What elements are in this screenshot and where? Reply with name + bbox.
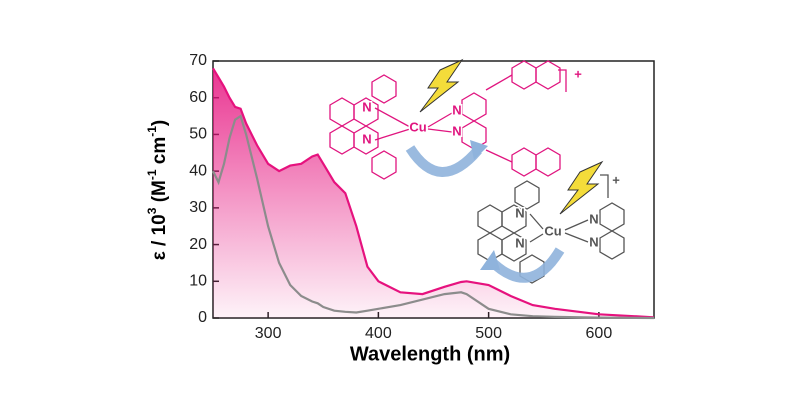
y-tick-label: 20 (189, 236, 207, 253)
x-tick-label: 400 (365, 325, 392, 342)
x-tick-label: 600 (586, 325, 613, 342)
y-axis-title-part: -1 (145, 126, 159, 137)
y-axis-title-part: ) (149, 120, 170, 126)
structure-label: N (362, 99, 371, 114)
structure-label: N (515, 205, 524, 220)
y-axis-title-part: 3 (145, 207, 159, 214)
y-tick-label: 0 (198, 309, 207, 326)
y-axis-title-part: ε / 10 (149, 214, 170, 260)
y-axis-title-part: cm (149, 137, 170, 170)
structure-label: N (362, 131, 371, 146)
structure-label: N (452, 123, 461, 138)
x-tick-label: 300 (255, 325, 282, 342)
y-axis-title-part: -1 (145, 169, 159, 180)
structure-top (329, 58, 567, 180)
line (212, 67, 655, 319)
y-tick-label: 10 (189, 273, 207, 290)
structure-bottom (477, 160, 625, 284)
y-tick-label: 40 (189, 162, 207, 179)
structure-label: N (515, 235, 524, 250)
structure-label: Cu (544, 223, 561, 238)
y-axis-title: ε / 103 (M-1 cm-1) (145, 120, 170, 261)
area (213, 68, 654, 318)
y-tick-label: 30 (189, 199, 207, 216)
plot-area (212, 60, 655, 320)
structure-label: N (589, 234, 598, 249)
structure-label: N (589, 211, 598, 226)
y-tick-label: 50 (189, 126, 207, 143)
structure-label: + (574, 66, 582, 81)
x-tick-label: 500 (475, 325, 502, 342)
structure-label: N (452, 102, 461, 117)
x-axis-title: Wavelength (nm) (350, 343, 510, 365)
line (212, 114, 655, 320)
structure-label: + (612, 172, 620, 187)
y-tick-label: 70 (189, 52, 207, 69)
y-axis-title-part: (M (149, 180, 170, 207)
structure-label: Cu (409, 119, 426, 134)
y-tick-label: 60 (189, 89, 207, 106)
